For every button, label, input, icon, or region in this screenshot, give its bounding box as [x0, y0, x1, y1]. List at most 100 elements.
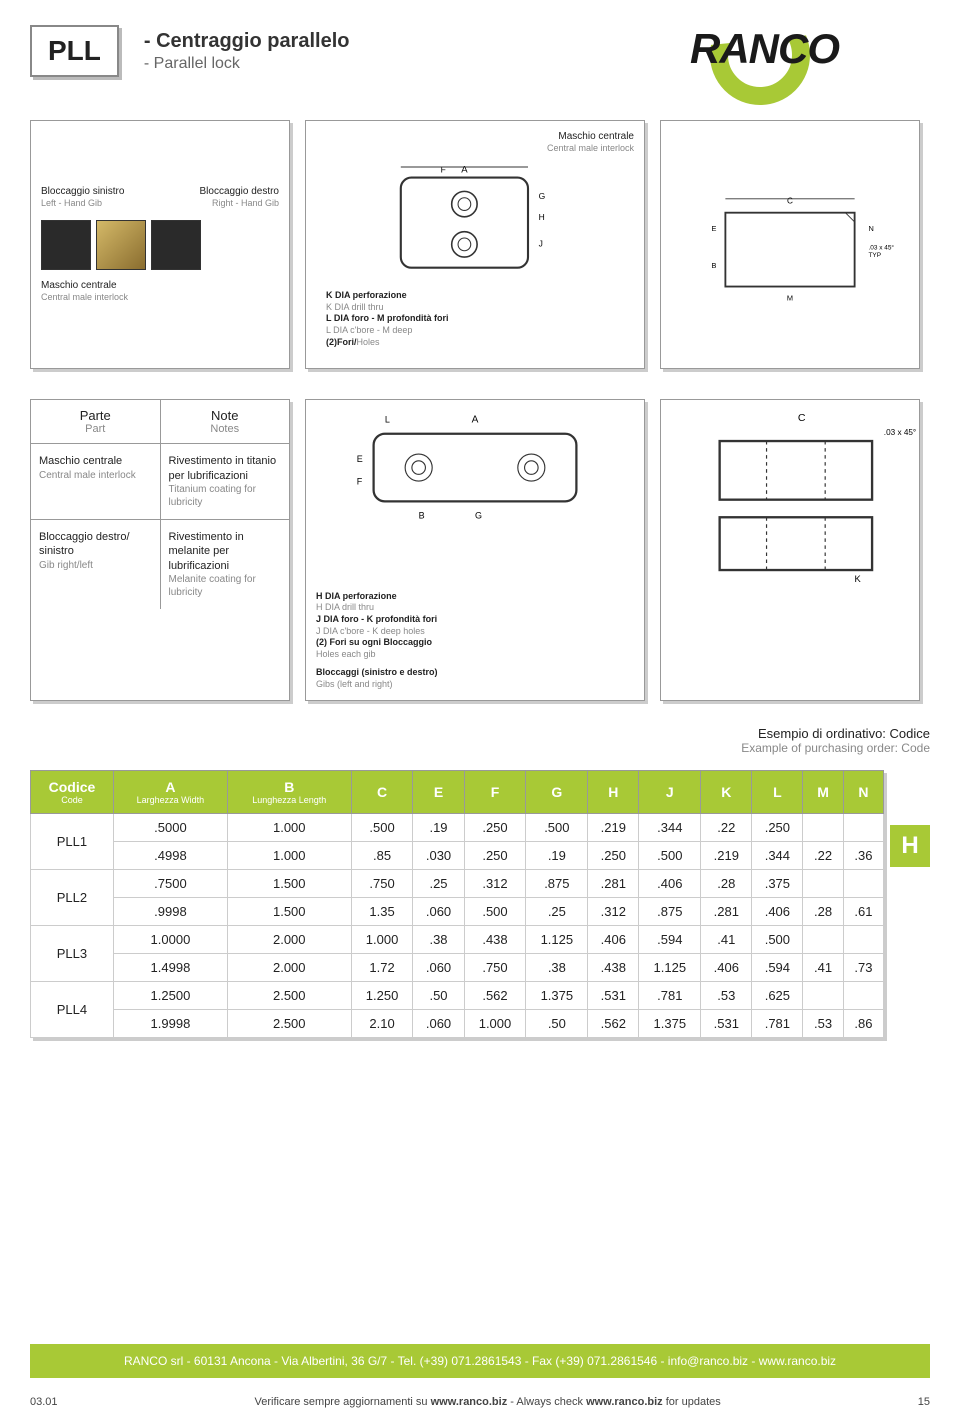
cell-gib-name: Bloccaggio destro/ sinistroGib right/lef…	[31, 520, 161, 609]
gib-block-center-icon	[96, 220, 146, 270]
col-A: ALarghezza Width	[113, 771, 227, 814]
svg-text:A: A	[472, 415, 479, 426]
col-C: C	[351, 771, 413, 814]
product-code-box: PLL	[30, 25, 119, 77]
data-cell: .500	[752, 926, 803, 954]
data-cell	[843, 982, 883, 1010]
data-cell: 2.500	[227, 982, 351, 1010]
gib-block-right-icon	[151, 220, 201, 270]
title-block: - Centraggio parallelo - Parallel lock	[119, 25, 690, 73]
code-cell: PLL3	[31, 926, 114, 982]
data-cell: .500	[639, 842, 701, 870]
data-cell: .030	[413, 842, 464, 870]
brand-logo: RANCO	[690, 25, 930, 95]
data-cell: .4998	[113, 842, 227, 870]
data-cell: .060	[413, 954, 464, 982]
data-cell	[803, 814, 843, 842]
data-cell: 1.2500	[113, 982, 227, 1010]
cell-gib-note: Rivestimento in melanite per lubrificazi…	[161, 520, 290, 609]
gib-illustration	[41, 220, 279, 270]
col-L: L	[752, 771, 803, 814]
data-cell: .219	[588, 814, 639, 842]
diagram-row-1: Bloccaggio sinistroLeft - Hand Gib Blocc…	[30, 120, 930, 369]
cell-interlock-note: Rivestimento in titanio per lubrificazio…	[161, 444, 290, 519]
data-cell: .500	[464, 898, 526, 926]
gib-block-left-icon	[41, 220, 91, 270]
data-cell: .86	[843, 1010, 883, 1038]
data-cell: .250	[588, 842, 639, 870]
col-N: N	[843, 771, 883, 814]
data-cell: .438	[464, 926, 526, 954]
code-cell: PLL1	[31, 814, 114, 870]
data-cell: .625	[752, 982, 803, 1010]
diagram-gib-holes: A L E F B G H DIA perforazione H DIA dri…	[305, 399, 645, 701]
section-marker-h: H	[890, 825, 930, 867]
data-cell: .250	[752, 814, 803, 842]
data-cell	[843, 814, 883, 842]
data-cell: 1.375	[526, 982, 588, 1010]
data-cell: .5000	[113, 814, 227, 842]
data-cell: .781	[752, 1010, 803, 1038]
data-cell: .875	[639, 898, 701, 926]
data-cell: .25	[526, 898, 588, 926]
table-row: PLL1.50001.000.500.19.250.500.219.344.22…	[31, 814, 884, 842]
svg-text:K: K	[854, 574, 861, 584]
data-cell: 2.000	[227, 954, 351, 982]
col-part: PartePart	[31, 400, 161, 443]
data-cell: .281	[701, 898, 752, 926]
diagram-side-view: C N E B M .03 x 45° TYP	[660, 120, 920, 369]
contact-bar: RANCO srl - 60131 Ancona - Via Albertini…	[30, 1344, 930, 1378]
svg-text:B: B	[712, 261, 717, 270]
data-cell: .28	[803, 898, 843, 926]
tech-drawing-gib-side-icon: C .03 x 45° K	[661, 400, 919, 588]
data-cell: .750	[464, 954, 526, 982]
data-cell: .406	[588, 926, 639, 954]
cell-interlock-name: Maschio centraleCentral male interlock	[31, 444, 161, 519]
page-footer: 03.01 Verificare sempre aggiornamenti su…	[30, 1396, 930, 1408]
page-header: PLL - Centraggio parallelo - Parallel lo…	[30, 25, 930, 95]
data-cell: .41	[803, 954, 843, 982]
data-cell: .250	[464, 842, 526, 870]
drill-annotation: K DIA perforazione K DIA drill thru L DI…	[316, 280, 634, 358]
title-english: - Parallel lock	[144, 55, 690, 73]
data-cell: .594	[639, 926, 701, 954]
data-cell	[803, 926, 843, 954]
data-cell: .562	[588, 1010, 639, 1038]
col-B: BLunghezza Length	[227, 771, 351, 814]
data-cell: .312	[588, 898, 639, 926]
col-J: J	[639, 771, 701, 814]
data-cell: .531	[701, 1010, 752, 1038]
table-row: PLL41.25002.5001.250.50.5621.375.531.781…	[31, 982, 884, 1010]
col-E: E	[413, 771, 464, 814]
data-cell: 1.4998	[113, 954, 227, 982]
table-row: PLL31.00002.0001.000.38.4381.125.406.594…	[31, 926, 884, 954]
data-cell: .344	[752, 842, 803, 870]
svg-text:J: J	[539, 239, 543, 249]
data-cell: .25	[413, 870, 464, 898]
data-cell: .281	[588, 870, 639, 898]
data-cell: .36	[843, 842, 883, 870]
data-cell: .060	[413, 1010, 464, 1038]
title-italian: - Centraggio parallelo	[144, 30, 690, 53]
data-cell: 2.10	[351, 1010, 413, 1038]
part-description-row: PartePart NoteNotes Maschio centraleCent…	[30, 399, 930, 701]
col-notes: NoteNotes	[161, 400, 290, 443]
data-cell: .312	[464, 870, 526, 898]
data-cell: .85	[351, 842, 413, 870]
data-cell	[843, 870, 883, 898]
svg-text:B: B	[419, 511, 425, 521]
data-cell	[803, 982, 843, 1010]
table-row: .49981.000.85.030.250.19.250.500.219.344…	[31, 842, 884, 870]
gib-annotation: H DIA perforazione H DIA drill thru J DI…	[306, 581, 644, 701]
data-cell: .060	[413, 898, 464, 926]
data-cell: .53	[803, 1010, 843, 1038]
label-right-gib: Bloccaggio destroRight - Hand Gib	[200, 186, 280, 210]
data-cell: .53	[701, 982, 752, 1010]
data-cell: .781	[639, 982, 701, 1010]
data-cell: .344	[639, 814, 701, 842]
col-K: K	[701, 771, 752, 814]
svg-text:C: C	[798, 413, 806, 425]
svg-text:E: E	[712, 224, 717, 233]
svg-text:F: F	[357, 477, 363, 487]
data-cell: .38	[413, 926, 464, 954]
